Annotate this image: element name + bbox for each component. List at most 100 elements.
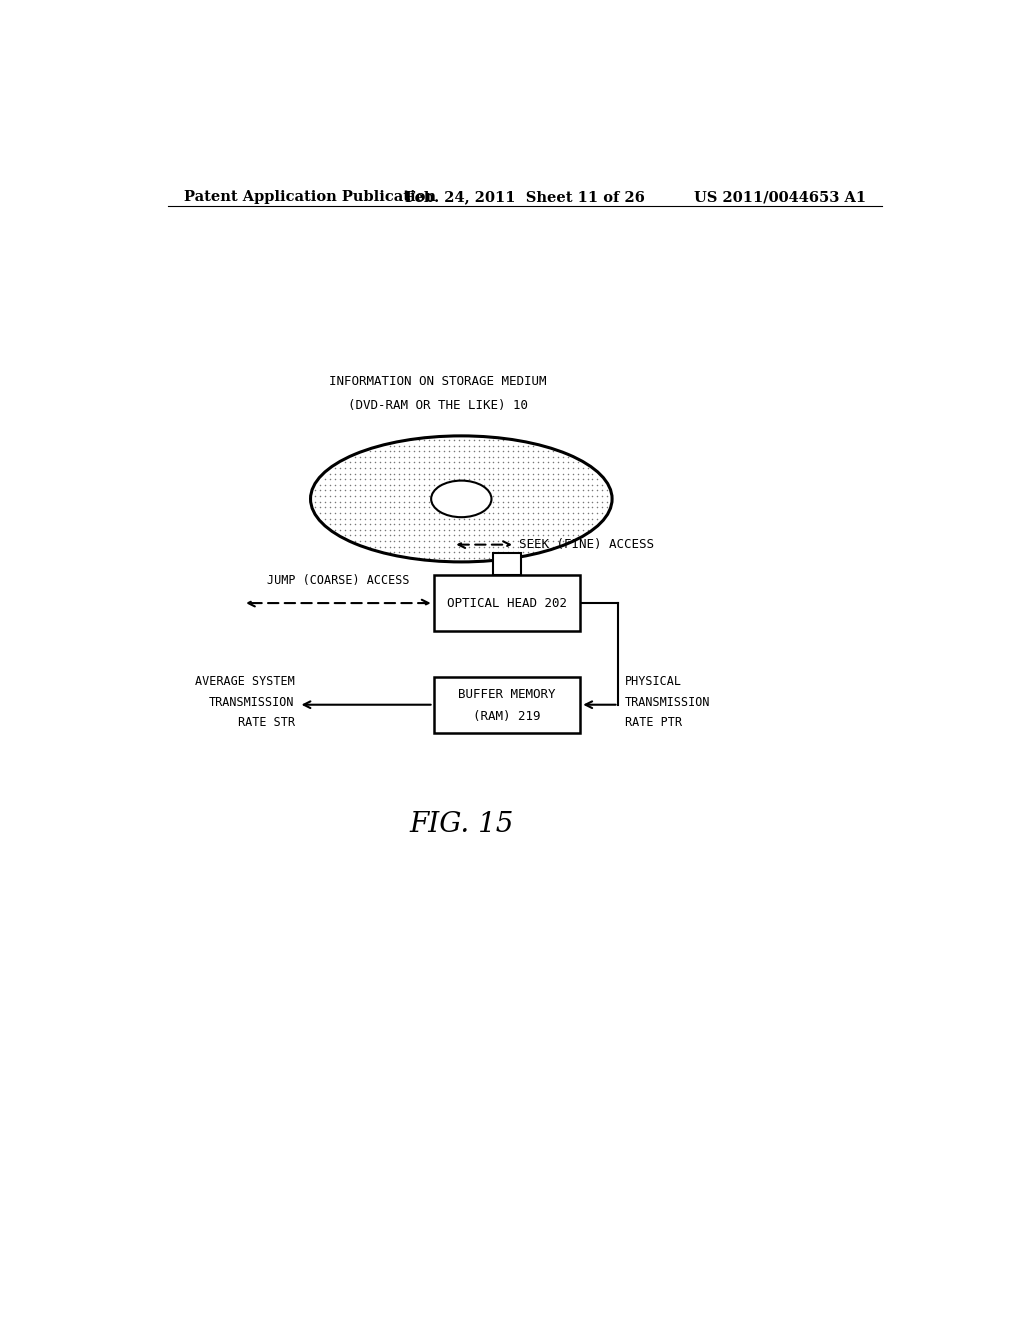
- Point: [327, 491, 343, 512]
- Point: [391, 525, 408, 546]
- Point: [555, 480, 571, 502]
- Point: [480, 519, 497, 540]
- Point: [337, 508, 353, 529]
- Point: [381, 436, 397, 457]
- Point: [594, 496, 610, 517]
- Point: [431, 469, 447, 490]
- Point: [377, 451, 393, 473]
- Point: [496, 519, 512, 540]
- Point: [312, 486, 329, 507]
- Point: [386, 458, 402, 479]
- Point: [381, 513, 397, 535]
- Point: [407, 513, 423, 535]
- Point: [421, 474, 437, 495]
- Point: [372, 496, 388, 517]
- Point: [485, 491, 502, 512]
- Point: [451, 451, 467, 473]
- Point: [431, 441, 447, 462]
- Point: [500, 525, 516, 546]
- Point: [529, 531, 546, 552]
- Point: [391, 536, 408, 557]
- Point: [599, 486, 615, 507]
- Point: [456, 469, 472, 490]
- Point: [505, 503, 521, 524]
- Point: [490, 441, 507, 462]
- Point: [445, 548, 462, 569]
- Point: [351, 508, 368, 529]
- Point: [540, 491, 556, 512]
- Point: [445, 469, 462, 490]
- Point: [545, 513, 561, 535]
- Point: [496, 451, 512, 473]
- Point: [540, 531, 556, 552]
- Point: [407, 463, 423, 484]
- Point: [407, 474, 423, 495]
- Point: [496, 469, 512, 490]
- Point: [342, 469, 358, 490]
- Point: [421, 503, 437, 524]
- Point: [356, 458, 373, 479]
- Point: [322, 496, 338, 517]
- Point: [386, 436, 402, 457]
- Point: [574, 474, 591, 495]
- Point: [529, 503, 546, 524]
- Point: [589, 496, 605, 517]
- Point: [555, 496, 571, 517]
- Point: [426, 531, 442, 552]
- Point: [520, 508, 537, 529]
- Point: [490, 436, 507, 457]
- Point: [555, 525, 571, 546]
- Point: [500, 491, 516, 512]
- Point: [451, 508, 467, 529]
- Point: [396, 536, 413, 557]
- Point: [564, 503, 581, 524]
- Point: [451, 531, 467, 552]
- Point: [391, 480, 408, 502]
- Point: [337, 496, 353, 517]
- Point: [490, 531, 507, 552]
- Point: [411, 474, 427, 495]
- Point: [440, 441, 457, 462]
- Point: [351, 486, 368, 507]
- Point: [540, 536, 556, 557]
- Point: [510, 519, 526, 540]
- Point: [426, 548, 442, 569]
- Point: [529, 536, 546, 557]
- Point: [559, 531, 575, 552]
- Point: [367, 446, 383, 467]
- Text: Patent Application Publication: Patent Application Publication: [183, 190, 435, 205]
- Point: [569, 491, 586, 512]
- Point: [436, 429, 453, 450]
- Point: [510, 503, 526, 524]
- Point: [337, 480, 353, 502]
- Point: [347, 463, 364, 484]
- Point: [515, 536, 531, 557]
- Point: [396, 531, 413, 552]
- Point: [496, 513, 512, 535]
- Point: [381, 519, 397, 540]
- Point: [535, 496, 551, 517]
- Point: [372, 513, 388, 535]
- Point: [550, 463, 566, 484]
- Point: [505, 536, 521, 557]
- Point: [505, 486, 521, 507]
- Point: [391, 474, 408, 495]
- Point: [356, 531, 373, 552]
- Point: [580, 463, 596, 484]
- Point: [480, 541, 497, 562]
- Point: [381, 525, 397, 546]
- Point: [510, 486, 526, 507]
- Point: [327, 496, 343, 517]
- Point: [559, 446, 575, 467]
- Point: [496, 503, 512, 524]
- Point: [564, 513, 581, 535]
- Point: [569, 503, 586, 524]
- Point: [515, 451, 531, 473]
- Point: [367, 469, 383, 490]
- Point: [461, 541, 477, 562]
- Point: [466, 469, 482, 490]
- Point: [456, 463, 472, 484]
- Point: [332, 463, 348, 484]
- Point: [585, 480, 601, 502]
- Point: [475, 458, 492, 479]
